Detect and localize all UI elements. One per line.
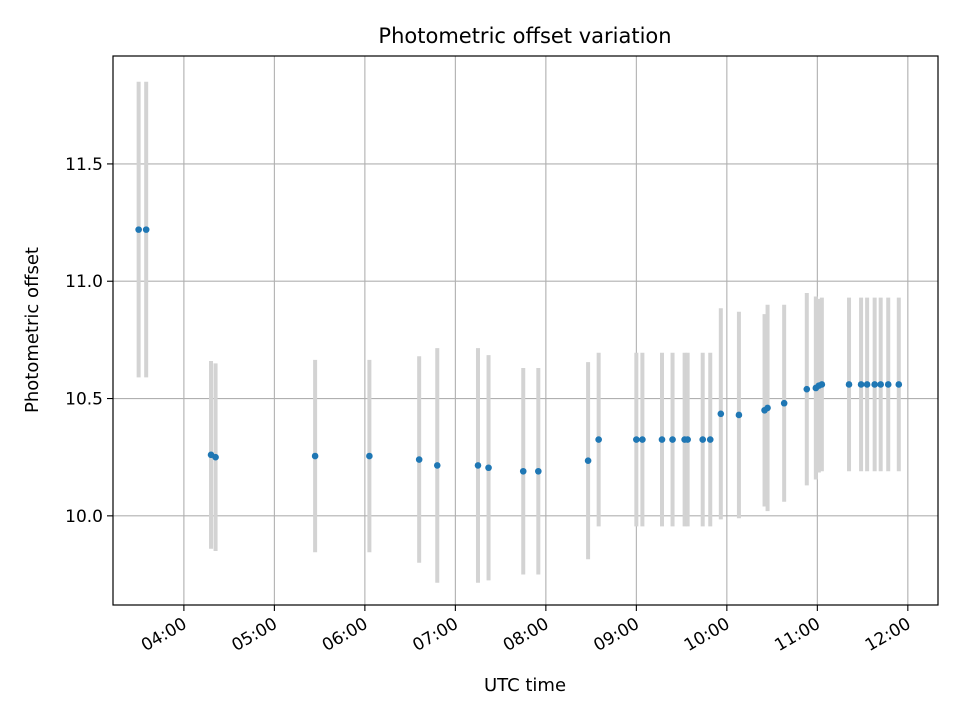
grid-lines [113,56,938,605]
data-point [433,462,441,469]
y-tick-label: 11.5 [65,155,103,175]
data-point [535,467,542,475]
data-point [845,381,853,388]
data-point [485,464,492,472]
data-point [639,436,646,443]
y-tick-label: 11.0 [65,272,103,292]
plot-frame [112,55,939,606]
data-point [519,467,527,475]
data-point [474,462,482,469]
data-point [706,436,714,443]
data-point [135,226,142,233]
data-point [366,452,373,460]
data-point [633,436,640,443]
data-point [884,381,892,388]
data-point [735,411,743,419]
data-point [877,381,884,388]
y-axis-ticks: 10.0 10.5 11.0 11.5 [65,155,113,527]
data-point [764,404,771,412]
y-tick-label: 10.5 [65,390,103,410]
data-point [717,410,725,418]
y-axis-label: Photometric offset [22,247,43,413]
data-point [142,226,150,233]
data-point [311,452,319,460]
x-axis-label: UTC time [484,675,566,696]
data-points [135,226,903,475]
data-point [658,436,666,443]
y-tick-label: 10.0 [65,507,103,527]
chart-title: Photometric offset variation [378,24,671,48]
data-point [818,381,826,388]
data-point [863,381,871,388]
data-point [780,399,788,407]
data-point [415,456,423,463]
data-point [595,436,602,443]
data-point [212,453,219,461]
data-point [871,381,878,388]
data-point [803,385,811,393]
data-point [584,457,592,465]
data-point [857,381,865,388]
data-point [699,436,707,443]
data-point [895,381,903,388]
data-point [669,436,676,443]
data-point [684,436,691,443]
